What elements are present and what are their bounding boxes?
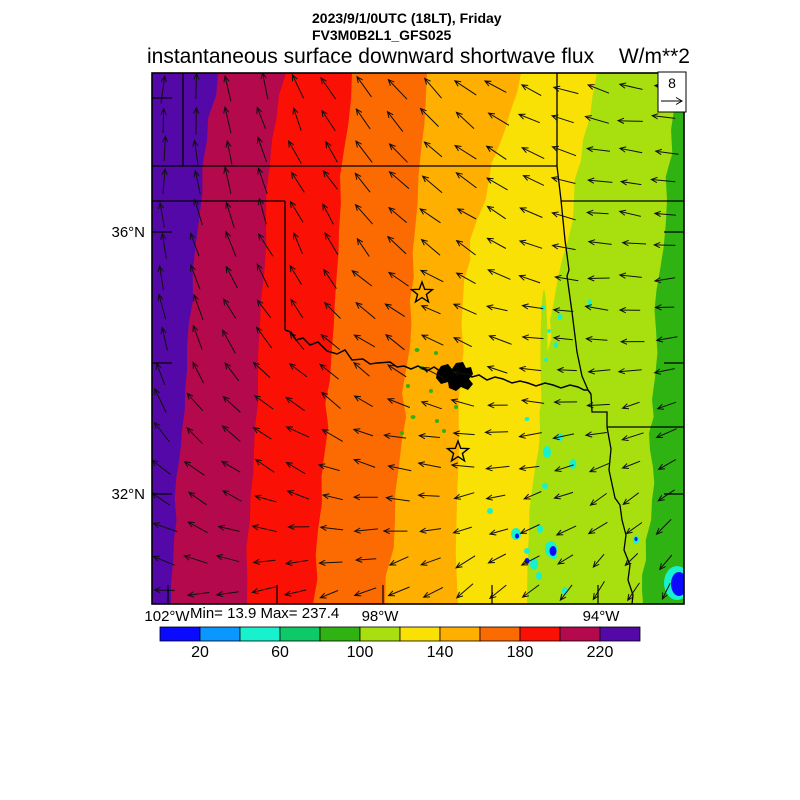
flux-speck bbox=[406, 384, 410, 388]
cloud-blob-cyan bbox=[524, 417, 530, 421]
cloud-blob-cyan bbox=[542, 483, 548, 489]
cloud-spots bbox=[400, 290, 684, 600]
colorbar-label-220: 220 bbox=[586, 644, 614, 661]
axis-ticks bbox=[152, 97, 684, 604]
cloud-blob-cyan bbox=[524, 548, 530, 554]
lake-texoma bbox=[436, 362, 473, 391]
flux-speck bbox=[454, 405, 458, 409]
cloud-blob-cyan bbox=[554, 342, 558, 348]
cloud-blob-cyan bbox=[557, 314, 563, 320]
flux-speck bbox=[429, 389, 433, 393]
lat-label-36n: 36°N bbox=[111, 224, 145, 241]
cloud-blob-cyan bbox=[487, 508, 493, 514]
title-model: FV3M0B2L1_GFS025 bbox=[312, 27, 452, 43]
colorbar-segment bbox=[279, 626, 321, 642]
colorbar-segment bbox=[599, 626, 641, 642]
cloud-blob-cyan bbox=[537, 525, 543, 533]
cloud-blob-cyan bbox=[562, 587, 568, 595]
colorbar-segment bbox=[559, 626, 601, 642]
lat-label-32n: 32°N bbox=[111, 486, 145, 503]
flux-speck bbox=[435, 419, 439, 423]
map-frame bbox=[151, 72, 685, 605]
colorbar-segment bbox=[399, 626, 441, 642]
colorbar-label-140: 140 bbox=[426, 644, 454, 661]
wind-arrows bbox=[152, 73, 679, 602]
cloud-blob-cyan bbox=[547, 329, 551, 333]
cloud-streak bbox=[540, 290, 548, 420]
flux-speck bbox=[442, 429, 446, 433]
cloud-blob-blue bbox=[549, 546, 557, 556]
map-area bbox=[152, 73, 684, 604]
report-star bbox=[445, 438, 471, 463]
colorbar-segment bbox=[239, 626, 281, 642]
colorbar-label-100: 100 bbox=[346, 644, 374, 661]
report-star bbox=[409, 279, 435, 304]
colorbar-label-60: 60 bbox=[271, 644, 289, 661]
lon-label-98w: 98°W bbox=[361, 608, 399, 625]
colorbar-segment bbox=[159, 626, 201, 642]
flux-speck bbox=[414, 348, 420, 352]
flux-speck bbox=[434, 351, 438, 355]
cloud-blob-cyan bbox=[569, 459, 577, 469]
min-max-annotation: Min= 13.9 Max= 237.4 bbox=[190, 605, 340, 622]
title-units: W/m**2 bbox=[618, 45, 690, 68]
wind-reference-arrow bbox=[661, 97, 683, 105]
title-variable: instantaneous surface downward shortwave… bbox=[147, 45, 595, 68]
cloud-blob-blue bbox=[515, 533, 519, 539]
wind-reference-value: 8 bbox=[668, 75, 676, 91]
colorbar-label-180: 180 bbox=[506, 644, 534, 661]
colorbar-segment bbox=[479, 626, 521, 642]
colorbar-segment bbox=[319, 626, 361, 642]
colorbar-segment bbox=[519, 626, 561, 642]
cloud-blob-cyan bbox=[540, 305, 546, 311]
lon-label-94w: 94°W bbox=[582, 608, 620, 625]
colorbar-segment bbox=[199, 626, 241, 642]
cloud-blob-blue bbox=[634, 537, 638, 541]
cloud-blob-blue bbox=[671, 572, 684, 596]
cloud-blob-cyan bbox=[543, 446, 551, 458]
title-datetime: 2023/9/1/0UTC (18LT), Friday bbox=[312, 10, 502, 26]
flux-speck bbox=[410, 415, 416, 419]
colorbar-segment bbox=[439, 626, 481, 642]
colorbar-segment bbox=[359, 626, 401, 642]
wind-reference-box bbox=[657, 71, 687, 113]
cloud-blob-cyan bbox=[536, 572, 542, 580]
cloud-blob-cyan bbox=[544, 358, 548, 362]
flux-speck bbox=[400, 431, 404, 435]
colorbar bbox=[159, 626, 641, 642]
lon-label-102w: 102°W bbox=[144, 608, 190, 625]
colorbar-label-20: 20 bbox=[191, 644, 209, 661]
cloud-blob-cyan bbox=[530, 558, 538, 570]
state-borders bbox=[152, 73, 684, 604]
